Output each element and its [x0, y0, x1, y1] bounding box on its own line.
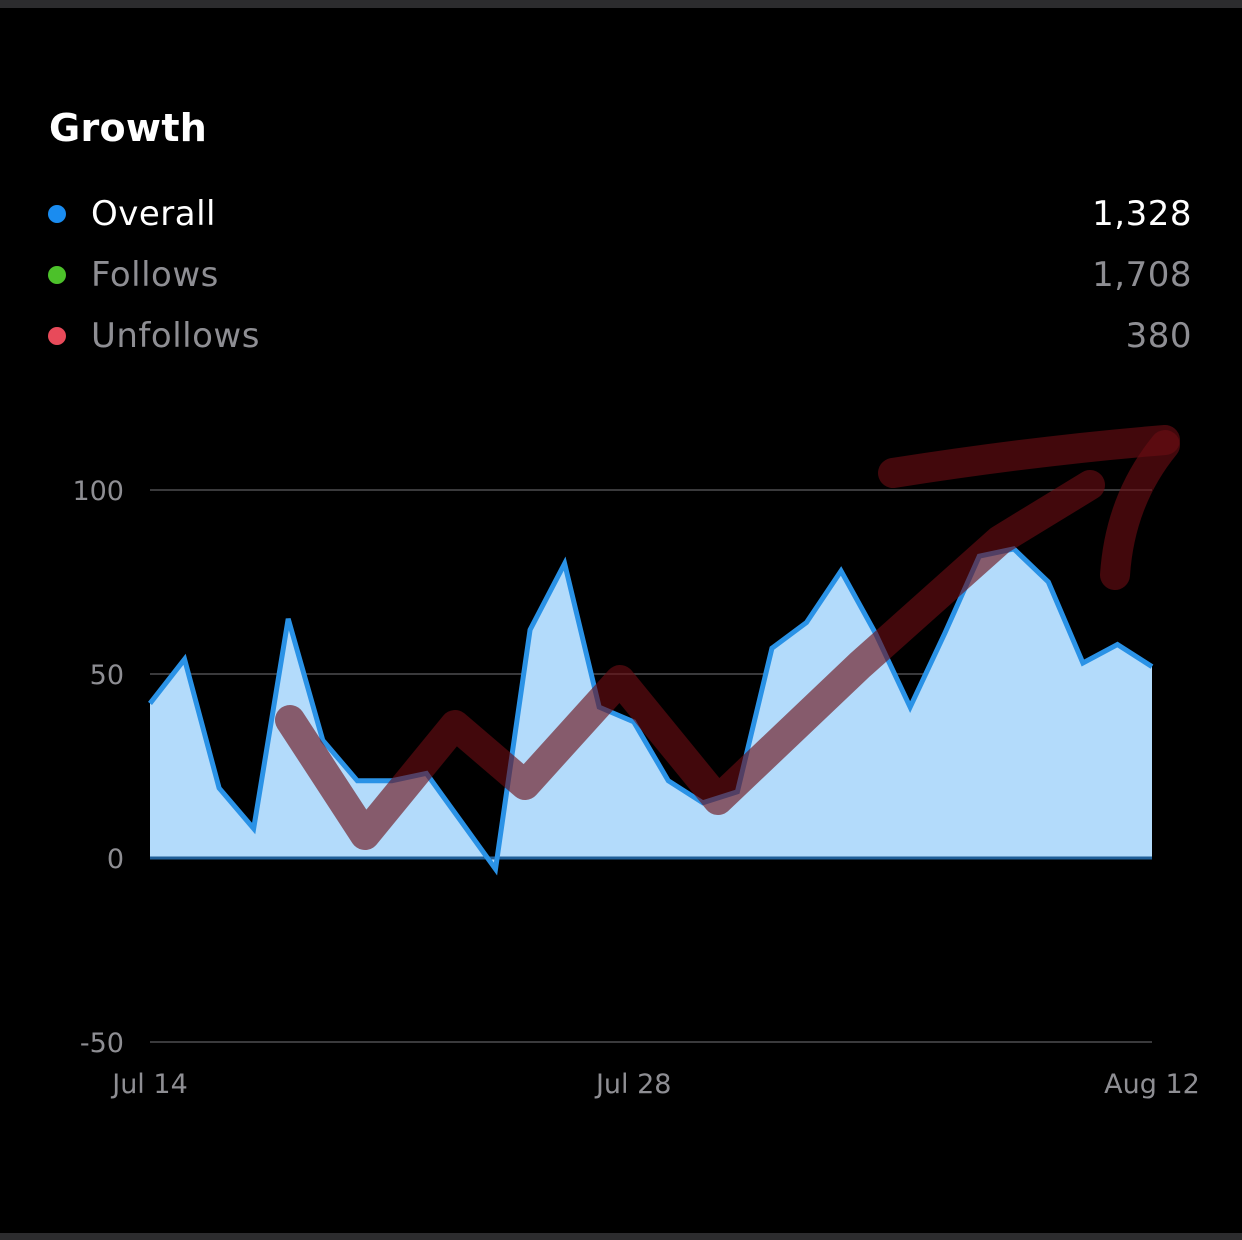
y-tick-label: 100 [72, 476, 124, 507]
legend-label-follows: Follows [91, 255, 219, 295]
legend-label-unfollows: Unfollows [91, 316, 260, 356]
x-tick-label: Aug 12 [1104, 1069, 1200, 1100]
trend-arrow-stroke [275, 470, 1105, 850]
legend-value-follows: 1,708 [1092, 255, 1192, 295]
legend-value-overall: 1,328 [1092, 194, 1192, 234]
legend-item-follows: Follows 1,708 [0, 253, 1242, 297]
trend-arrow-head-side [1100, 430, 1180, 590]
y-tick-label: -50 [80, 1028, 124, 1059]
legend-item-unfollows: Unfollows 380 [0, 314, 1242, 358]
bottom-edge-bar [0, 1233, 1242, 1240]
legend-dot-follows [48, 266, 66, 284]
legend-item-overall: Overall 1,328 [0, 192, 1242, 236]
legend-label-overall: Overall [91, 194, 217, 234]
x-tick-label: Jul 28 [594, 1069, 672, 1100]
x-tick-label: Jul 14 [110, 1069, 188, 1100]
label-layer: 100 50 0 -50 Jul 14 Jul 28 Aug 12 [72, 476, 1199, 1100]
annotation-layer [275, 425, 1180, 850]
y-tick-label: 0 [107, 844, 124, 875]
trend-arrow-head-top [878, 425, 1180, 488]
y-tick-label: 50 [90, 660, 124, 691]
legend-dot-unfollows [48, 327, 66, 345]
top-edge-bar [0, 0, 1242, 8]
chart-title: Growth [49, 106, 208, 150]
legend-dot-overall [48, 205, 66, 223]
legend-value-unfollows: 380 [1125, 316, 1192, 356]
